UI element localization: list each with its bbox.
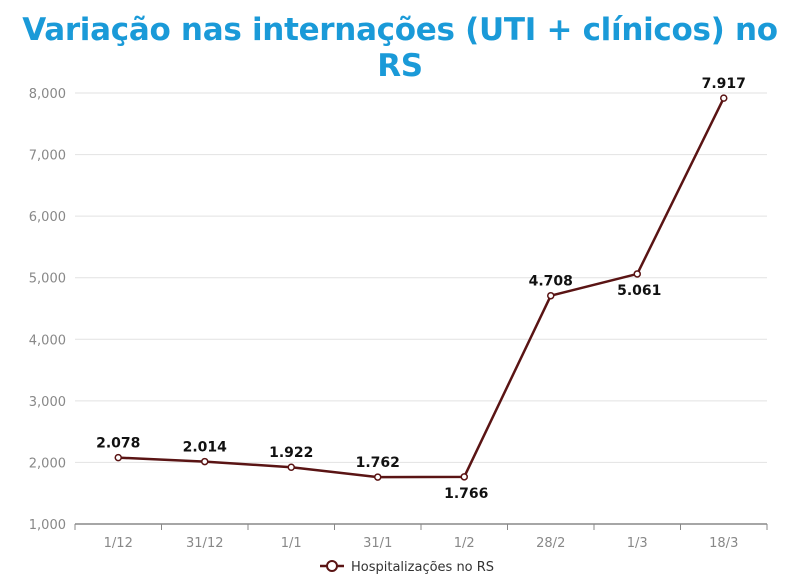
- legend-marker: [326, 560, 338, 572]
- y-tick-label: 3,000: [29, 395, 66, 410]
- y-tick-label: 5,000: [29, 272, 66, 287]
- data-label: 2.078: [96, 436, 140, 452]
- data-label: 5.061: [617, 283, 661, 299]
- data-label: 7.917: [702, 76, 746, 92]
- data-point: [633, 270, 641, 278]
- data-point: [460, 473, 468, 481]
- x-tick-label: 28/2: [536, 536, 565, 551]
- x-tick-label: 31/1: [363, 536, 392, 551]
- data-point: [201, 457, 209, 466]
- x-tick-label: 1/3: [627, 536, 648, 551]
- data-label: 2.014: [183, 440, 228, 456]
- legend-label: Hospitalizações no RS: [351, 560, 494, 575]
- data-label: 1.762: [356, 455, 400, 471]
- data-label: 4.708: [529, 274, 573, 290]
- series-line: [118, 97, 725, 479]
- y-tick-label: 4,000: [29, 333, 66, 348]
- data-point: [374, 473, 382, 481]
- y-tick-label: 2,000: [29, 456, 66, 471]
- data-label: 1.922: [269, 445, 313, 461]
- data-point: [287, 463, 295, 471]
- y-tick-label: 6,000: [29, 210, 66, 225]
- chart-title: Variação nas internações (UTI + clínicos…: [22, 12, 778, 84]
- y-tick-label: 1,000: [29, 518, 66, 533]
- x-tick-label: 31/12: [186, 536, 223, 551]
- data-point: [114, 453, 122, 462]
- x-tick-label: 1/12: [104, 536, 133, 551]
- x-tick-label: 18/3: [709, 536, 738, 551]
- data-label: 1.766: [444, 486, 488, 502]
- data-point: [720, 94, 728, 102]
- y-tick-label: 7,000: [29, 149, 66, 164]
- data-point: [547, 291, 555, 300]
- x-tick-label: 1/2: [454, 536, 475, 551]
- x-tick-label: 1/1: [281, 536, 302, 551]
- y-tick-label: 8,000: [29, 87, 66, 102]
